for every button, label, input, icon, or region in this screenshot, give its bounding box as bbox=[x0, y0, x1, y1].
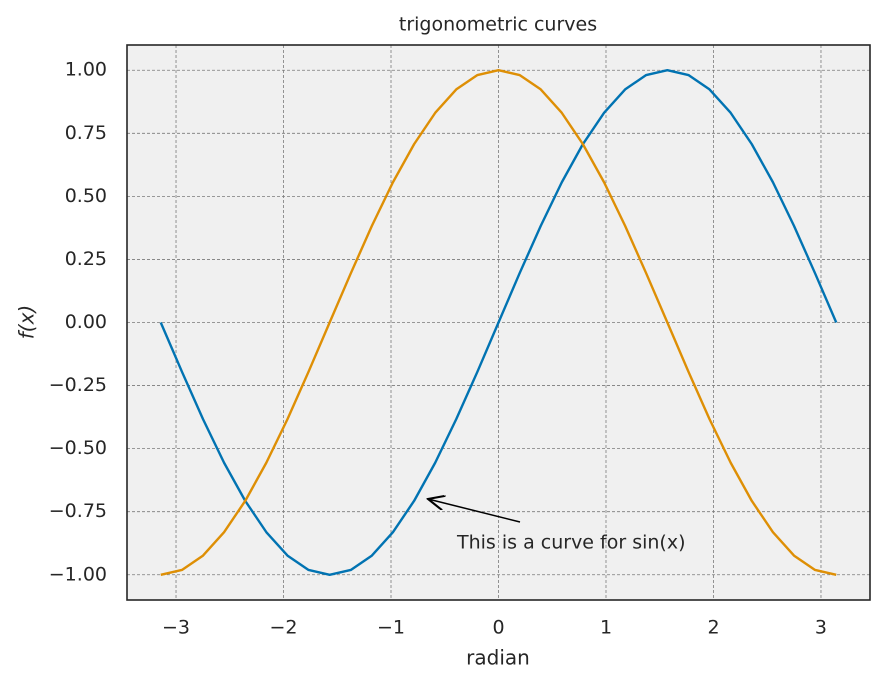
annotation-arrow bbox=[428, 499, 521, 523]
x-tick-label: −2 bbox=[270, 617, 298, 639]
y-tick-label: 0.75 bbox=[65, 122, 107, 144]
axes-frame bbox=[126, 44, 871, 601]
x-tick-label: 2 bbox=[707, 617, 719, 639]
series-line bbox=[160, 69, 837, 576]
x-axis-label: radian bbox=[466, 646, 530, 670]
y-tick-label: −0.25 bbox=[49, 374, 107, 396]
series-line bbox=[159, 69, 838, 576]
y-tick-label: 0.25 bbox=[65, 248, 107, 270]
annotation: This is a curve for sin(x) bbox=[456, 532, 686, 554]
chart-title: trigonometric curves bbox=[399, 14, 597, 36]
y-axis-label: f(x) bbox=[15, 305, 39, 339]
y-tick-label: 0.50 bbox=[65, 185, 107, 207]
y-tick-label: −0.50 bbox=[49, 437, 107, 459]
y-tick-label: −1.00 bbox=[49, 563, 107, 585]
x-tick-label: 0 bbox=[492, 617, 504, 639]
y-tick-label: 0.00 bbox=[65, 311, 107, 333]
x-tick-label: 3 bbox=[815, 617, 827, 639]
y-tick-label: 1.00 bbox=[65, 59, 107, 81]
y-tick-label: −0.75 bbox=[49, 500, 107, 522]
x-tick-label: 1 bbox=[600, 617, 612, 639]
x-tick-label: −3 bbox=[162, 617, 190, 639]
x-tick-label: −1 bbox=[377, 617, 405, 639]
